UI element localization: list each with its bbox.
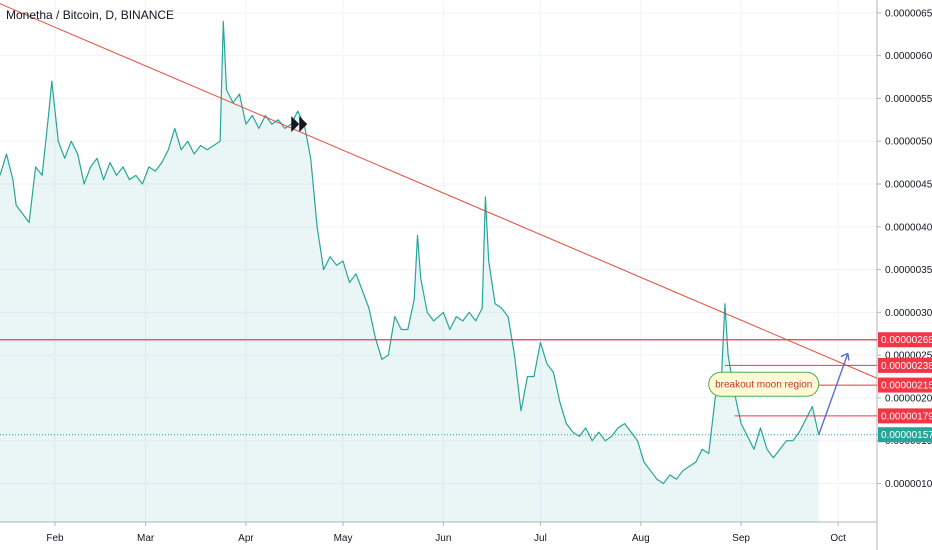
price-area-fill bbox=[0, 21, 819, 523]
projection-arrowhead bbox=[840, 352, 850, 361]
x-tick-label: May bbox=[334, 533, 353, 544]
annotation-callout: breakout moon region bbox=[708, 371, 820, 397]
chart-title: Monetha / Bitcoin, D, BINANCE bbox=[6, 8, 175, 22]
y-tick-label: 0.00000100 bbox=[885, 479, 932, 490]
x-tick-label: Feb bbox=[46, 533, 64, 544]
price-tag-label: 0.00000157 bbox=[881, 430, 932, 441]
annotation-text: breakout moon region bbox=[715, 380, 812, 391]
price-tag-box bbox=[878, 408, 932, 424]
x-tick-label: Aug bbox=[632, 533, 650, 544]
x-tick-label: Sep bbox=[732, 533, 750, 544]
price-tag-label: 0.00000238 bbox=[881, 361, 932, 372]
price-tag-box bbox=[878, 427, 932, 443]
x-tick-label: Apr bbox=[238, 533, 254, 544]
price-tag-label: 0.00000215 bbox=[881, 381, 932, 392]
x-tick-label: Oct bbox=[830, 533, 846, 544]
price-tag-box bbox=[878, 377, 932, 393]
descending-trendline bbox=[0, 3, 878, 379]
x-tick-label: Jul bbox=[534, 533, 547, 544]
price-tag-label: 0.00000268 bbox=[881, 335, 932, 346]
price-tag-box bbox=[878, 332, 932, 348]
price-tag-box bbox=[878, 357, 932, 373]
x-tick-label: Jun bbox=[435, 533, 451, 544]
price-line bbox=[0, 20, 820, 485]
projection-arrow-line bbox=[818, 353, 849, 435]
x-tick-label: Mar bbox=[137, 533, 155, 544]
annotation-bubble bbox=[708, 371, 820, 397]
fast-forward-icon bbox=[291, 116, 308, 133]
price-tag-label: 0.00000179 bbox=[881, 411, 932, 422]
